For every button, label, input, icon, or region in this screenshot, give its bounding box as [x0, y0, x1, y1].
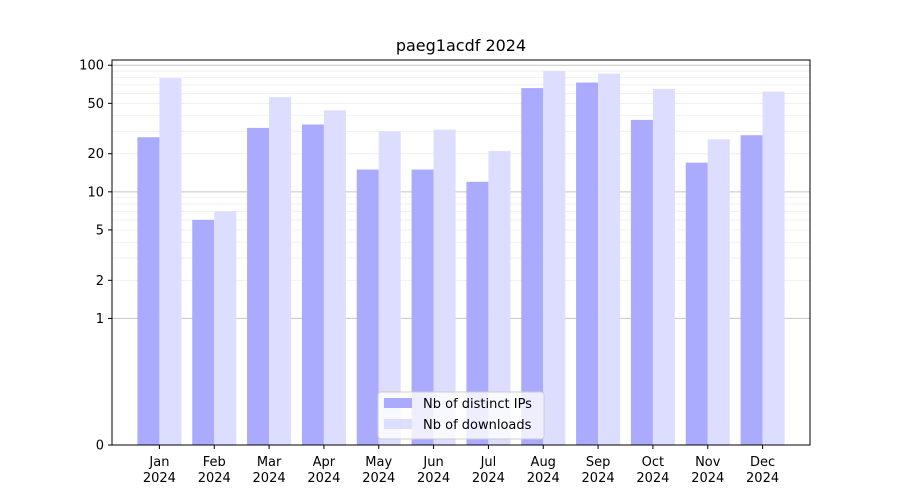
- x-tick-label-year: 2024: [253, 471, 286, 486]
- x-tick-label-year: 2024: [362, 471, 395, 486]
- bar-distinct-ips: [137, 137, 160, 446]
- x-tick-label-month: Jul: [480, 455, 497, 470]
- x-tick-label-year: 2024: [691, 471, 724, 486]
- bar-distinct-ips: [740, 135, 763, 445]
- y-tick-label: 2: [96, 274, 104, 289]
- legend-swatch-distinct-ips: [384, 398, 412, 408]
- bar-distinct-ips: [356, 169, 379, 445]
- x-tick-label-year: 2024: [143, 471, 176, 486]
- x-tick-label-month: May: [365, 455, 392, 470]
- bar-distinct-ips: [576, 82, 599, 445]
- x-tick-label-month: Aug: [531, 455, 556, 470]
- bar-distinct-ips: [685, 162, 708, 445]
- bar-downloads: [488, 151, 511, 445]
- x-tick-label-month: Nov: [695, 455, 721, 470]
- bar-distinct-ips: [301, 124, 324, 445]
- chart-title: paeg1acdf 2024: [396, 36, 526, 55]
- x-tick-label-month: Sep: [586, 455, 611, 470]
- x-tick-label-year: 2024: [746, 471, 779, 486]
- bars: [137, 71, 785, 446]
- bar-downloads: [269, 97, 292, 446]
- bar-distinct-ips: [192, 219, 215, 445]
- y-tick-label: 1: [96, 312, 104, 327]
- bar-downloads: [159, 78, 182, 445]
- x-tick-label-year: 2024: [307, 471, 340, 486]
- bar-distinct-ips: [466, 181, 489, 445]
- plot-frame: [111, 59, 811, 446]
- x-tick-label-year: 2024: [636, 471, 669, 486]
- x-tick-label-year: 2024: [527, 471, 560, 486]
- bar-downloads: [707, 139, 730, 445]
- legend-label-distinct-ips: Nb of distinct IPs: [423, 397, 532, 412]
- bar-downloads: [598, 73, 621, 445]
- x-tick-label-month: Dec: [750, 455, 775, 470]
- bar-distinct-ips: [411, 169, 434, 445]
- bar-downloads: [378, 131, 401, 445]
- bar-downloads: [652, 88, 675, 445]
- legend-box: [377, 391, 545, 440]
- bar-downloads: [543, 71, 566, 446]
- bar-distinct-ips: [630, 119, 653, 445]
- y-tick-label: 5: [96, 223, 104, 238]
- legend-label-downloads: Nb of downloads: [423, 418, 532, 433]
- x-tick-label-year: 2024: [472, 471, 505, 486]
- bar-distinct-ips: [247, 127, 270, 445]
- x-tick-label-month: Jan: [148, 455, 169, 470]
- y-tick-label: 10: [87, 185, 104, 200]
- x-tick-label-year: 2024: [417, 471, 450, 486]
- y-tick-label: 100: [79, 59, 104, 74]
- y-tick-label: 50: [87, 97, 104, 112]
- x-tick-label-month: Oct: [642, 455, 664, 470]
- x-tick-label-month: Feb: [203, 455, 226, 470]
- x-tick-label-month: Mar: [257, 455, 282, 470]
- bar-downloads: [214, 211, 237, 445]
- bar-downloads: [762, 91, 785, 445]
- legend: Nb of distinct IPs Nb of downloads: [377, 391, 545, 440]
- y-tick-label: 20: [87, 147, 104, 162]
- x-axis: Jan2024Feb2024Mar2024Apr2024May2024Jun20…: [143, 445, 779, 486]
- x-tick-label-year: 2024: [582, 471, 615, 486]
- legend-swatch-downloads: [384, 419, 412, 429]
- x-tick-label-year: 2024: [198, 471, 231, 486]
- x-tick-label-month: Apr: [313, 455, 336, 470]
- x-tick-label-month: Jun: [422, 455, 443, 470]
- bar-distinct-ips: [521, 88, 544, 445]
- bar-downloads: [323, 110, 346, 445]
- y-axis: 0 1 2 5 10 20 50 100: [79, 59, 112, 454]
- y-tick-label: 0: [96, 439, 104, 454]
- bar-downloads: [433, 129, 456, 445]
